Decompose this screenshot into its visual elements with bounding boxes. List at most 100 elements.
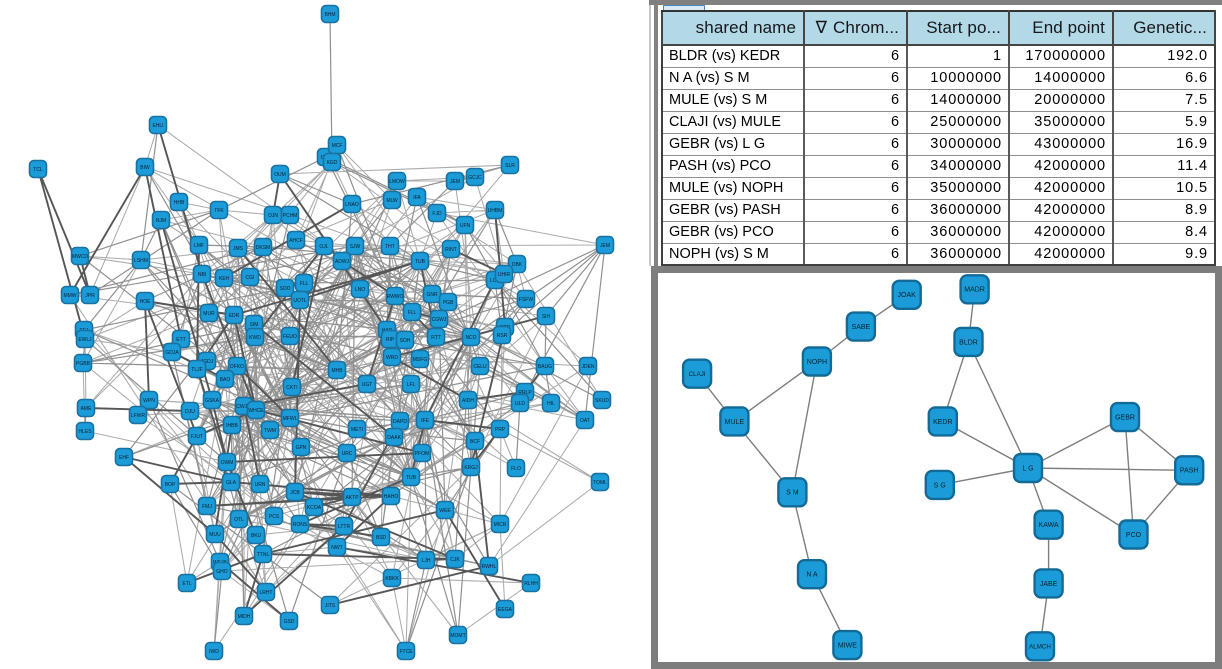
svg-text:TCL: TCL: [33, 167, 43, 173]
svg-text:BIW: BIW: [140, 165, 150, 171]
svg-text:HIL: HIL: [547, 401, 555, 407]
svg-text:GSKA: GSKA: [205, 398, 220, 404]
svg-text:TUB: TUB: [406, 475, 417, 481]
svg-text:URN: URN: [255, 482, 266, 488]
svg-text:RINT: RINT: [445, 247, 457, 253]
svg-text:LSHM: LSHM: [134, 258, 148, 264]
svg-text:GDJA: GDJA: [165, 350, 179, 356]
svg-text:UFN: UFN: [460, 223, 471, 229]
svg-text:ULD: ULD: [515, 401, 525, 407]
svg-text:JGDJ: JGDJ: [201, 359, 214, 365]
svg-text:PRP: PRP: [495, 427, 506, 433]
svg-text:TOML: TOML: [593, 480, 607, 486]
svg-text:MHB: MHB: [331, 368, 343, 374]
svg-text:JDEN: JDEN: [581, 364, 594, 370]
svg-text:NCO: NCO: [465, 335, 476, 341]
svg-text:OWM: OWM: [221, 460, 234, 466]
svg-text:MICR: MICR: [494, 522, 507, 528]
svg-text:GSD: GSD: [284, 619, 295, 625]
svg-text:SOO: SOO: [279, 286, 290, 292]
svg-text:HOE: HOE: [140, 299, 152, 305]
svg-text:PCS: PCS: [269, 514, 280, 520]
svg-text:MFWL: MFWL: [283, 416, 298, 422]
svg-text:MWCD: MWCD: [72, 254, 88, 260]
svg-text:RLHH: RLHH: [524, 581, 538, 587]
svg-text:EHF: EHF: [119, 455, 129, 461]
svg-text:SOH: SOH: [400, 338, 411, 344]
svg-text:WEE: WEE: [439, 508, 451, 514]
svg-text:JEM: JEM: [450, 179, 460, 185]
svg-text:DBK: DBK: [512, 262, 523, 268]
svg-text:SJW: SJW: [350, 244, 361, 250]
svg-text:CWJW: CWJW: [236, 404, 252, 410]
svg-text:LNO: LNO: [355, 287, 365, 293]
svg-text:OUM: OUM: [274, 172, 286, 178]
svg-text:FLL: FLL: [408, 310, 417, 316]
svg-text:WRD: WRD: [386, 355, 398, 361]
svg-text:WPN: WPN: [143, 398, 155, 404]
svg-text:BHM: BHM: [324, 12, 335, 18]
svg-text:NOPH: NOPH: [807, 359, 827, 366]
svg-text:FLL: FLL: [300, 281, 309, 287]
svg-text:NWT: NWT: [331, 545, 342, 551]
svg-text:WHCE: WHCE: [248, 408, 264, 414]
svg-text:FTCE: FTCE: [399, 649, 413, 655]
svg-text:JMS: JMS: [233, 246, 244, 252]
svg-text:AKTP: AKTP: [345, 495, 359, 501]
svg-text:JABE: JABE: [1040, 581, 1058, 588]
svg-text:EEGA: EEGA: [498, 607, 513, 613]
svg-text:DAPD: DAPD: [393, 419, 407, 425]
svg-text:L G: L G: [1022, 465, 1033, 472]
svg-text:KBKK: KBKK: [385, 576, 399, 582]
svg-text:HHB: HHB: [174, 200, 185, 206]
svg-text:N A: N A: [806, 572, 818, 579]
svg-text:RWHL: RWHL: [482, 564, 497, 570]
svg-text:SIM: SIM: [250, 322, 259, 328]
svg-text:OAAK: OAAK: [387, 435, 402, 441]
svg-text:MLW: MLW: [386, 198, 398, 204]
svg-text:KAWA: KAWA: [1039, 522, 1059, 529]
svg-text:MIWE: MIWE: [838, 643, 857, 650]
svg-text:METI: METI: [351, 427, 363, 433]
svg-text:FLO: FLO: [511, 466, 521, 472]
svg-text:OJL: OJL: [319, 244, 328, 250]
svg-text:LCN: LCN: [490, 278, 500, 284]
svg-text:RIP: RIP: [386, 337, 395, 343]
svg-text:JPR: JPR: [85, 293, 95, 299]
svg-text:BAO: BAO: [220, 377, 231, 383]
svg-text:S G: S G: [934, 482, 946, 489]
svg-text:BOP: BOP: [165, 482, 176, 488]
svg-text:ETT: ETT: [176, 337, 185, 343]
svg-text:MCF: MCF: [332, 143, 343, 149]
svg-text:EWLJ: EWLJ: [78, 337, 92, 343]
svg-text:NBI: NBI: [198, 272, 206, 278]
svg-text:KWD: KWD: [249, 335, 261, 341]
svg-text:CKTI: CKTI: [286, 385, 297, 391]
svg-text:SABE: SABE: [852, 324, 871, 331]
svg-text:RSR: RSR: [497, 333, 508, 339]
svg-text:OJN: OJN: [268, 213, 278, 219]
svg-text:MUR: MUR: [203, 311, 215, 317]
svg-text:PGB: PGB: [443, 300, 454, 306]
svg-text:MOMT: MOMT: [450, 633, 465, 639]
svg-text:FMJ: FMJ: [202, 504, 212, 510]
svg-text:FSFW: FSFW: [519, 297, 533, 303]
svg-text:FJD: FJD: [432, 211, 442, 217]
svg-text:LMOW: LMOW: [389, 179, 405, 185]
svg-text:PCHM: PCHM: [283, 213, 298, 219]
svg-text:GEBR: GEBR: [1115, 415, 1135, 422]
svg-text:SKUD: SKUD: [595, 398, 609, 404]
svg-text:NJM: NJM: [156, 218, 166, 224]
svg-text:MULE: MULE: [725, 419, 745, 426]
svg-text:FEUO: FEUO: [283, 334, 297, 340]
svg-text:MADR: MADR: [964, 287, 985, 294]
svg-text:URC: URC: [342, 451, 353, 457]
svg-text:KEDR: KEDR: [933, 419, 952, 426]
svg-text:JCB: JCB: [290, 490, 300, 496]
svg-text:TFK: TFK: [214, 208, 224, 214]
svg-text:UGT: UGT: [362, 382, 373, 388]
svg-text:TLJF: TLJF: [191, 367, 202, 373]
svg-text:JITS: JITS: [325, 603, 336, 609]
svg-text:HAHO: HAHO: [384, 494, 399, 500]
svg-text:BCF: BCF: [470, 439, 480, 445]
